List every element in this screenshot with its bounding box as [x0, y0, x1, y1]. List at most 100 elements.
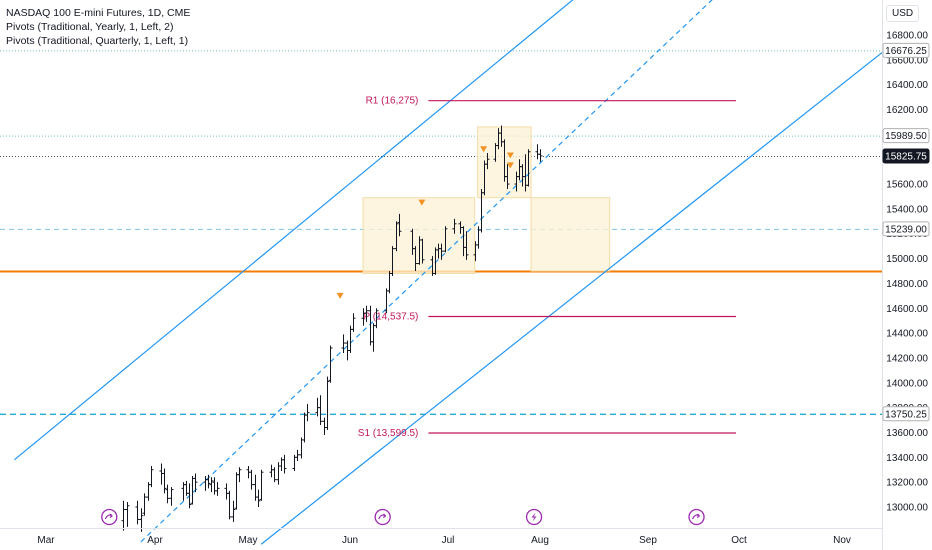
legend-symbol[interactable]: NASDAQ 100 E-mini Futures, 1D, CME	[6, 7, 191, 19]
ohlc-bar	[485, 153, 490, 170]
x-tick-label: Sep	[639, 535, 657, 546]
ohlc-bar	[209, 477, 214, 493]
x-tick-label: Aug	[531, 535, 549, 546]
ohlc-bar	[256, 489, 261, 507]
ohlc-bar	[464, 231, 469, 260]
currency-button[interactable]: USD	[886, 5, 920, 22]
dividend-event-icon[interactable]	[525, 508, 543, 526]
y-tick-label: 15600.00	[886, 180, 928, 191]
split-event-icon[interactable]	[688, 508, 705, 526]
ohlc-bar	[374, 308, 379, 329]
y-tick-label: 15000.00	[886, 254, 928, 265]
x-tick-label: Apr	[147, 535, 163, 546]
ohlc-bar	[420, 238, 425, 264]
x-tick-label: May	[239, 535, 258, 546]
ohlc-bar	[443, 226, 448, 253]
pivot-label: P (14,537.5)	[364, 312, 419, 323]
ohlc-bar	[227, 490, 232, 520]
ohlc-bar	[325, 376, 330, 430]
ohlc-bar	[413, 246, 418, 271]
ohlc-bar	[206, 474, 211, 489]
ohlc-bar	[322, 417, 327, 435]
price-tag-label: 15825.75	[885, 152, 927, 163]
price-tag: 15989.50	[882, 128, 930, 144]
ohlc-bar	[193, 473, 198, 493]
price-tag-box	[882, 128, 930, 144]
ohlc-bar	[224, 483, 229, 500]
y-tick-label: 13200.00	[886, 478, 928, 489]
y-tick-label: 15400.00	[886, 204, 928, 215]
ohlc-bar	[259, 469, 264, 501]
price-tag-label: 13750.25	[885, 409, 927, 420]
y-tick-label: 14600.00	[886, 304, 928, 315]
price-tag-box	[882, 221, 930, 237]
split-event-icon[interactable]	[101, 508, 118, 526]
ohlc-bar	[162, 468, 167, 494]
event-glyph	[378, 513, 387, 520]
time-axis[interactable]: Mar Apr May Jun Jul Aug Sep Oct Nov	[37, 535, 851, 546]
trend-channel[interactable]	[13, 0, 889, 545]
ohlc-bar	[439, 243, 444, 260]
y-tick-label: 14200.00	[886, 353, 928, 364]
ohlc-bar	[187, 483, 192, 509]
ohlc-bar	[315, 397, 320, 417]
channel-lower-line	[260, 46, 889, 545]
ohlc-bar	[142, 493, 147, 516]
price-tag: 13750.25	[882, 406, 930, 422]
ohlc-bar	[505, 164, 510, 190]
ohlc-bar	[328, 345, 333, 383]
y-tick-label: 13400.00	[886, 453, 928, 464]
down-triangle-marker	[480, 146, 488, 153]
x-tick-label: Oct	[731, 535, 747, 546]
ohlc-bar	[169, 487, 174, 506]
legend-pivots-quarterly[interactable]: Pivots (Traditional, Quarterly, 1, Left,…	[6, 35, 189, 47]
x-tick-label: Nov	[833, 535, 851, 546]
price-tag-box	[882, 42, 930, 58]
y-tick-label: 16200.00	[886, 105, 928, 116]
ohlc-bar	[135, 500, 140, 525]
x-tick-label: Jul	[442, 535, 455, 546]
ohlc-bar	[371, 323, 376, 352]
ohlc-bar	[159, 463, 164, 485]
ohlc-bar	[282, 454, 287, 474]
ohlc-bar	[249, 469, 254, 490]
price-tag: 16676.25	[882, 42, 930, 58]
price-tag-box	[882, 148, 930, 164]
ohlc-bar	[387, 271, 392, 294]
price-tag-label: 15239.00	[885, 224, 927, 235]
y-tick-label: 16800.00	[886, 31, 928, 42]
pivot-label: R1 (16,275)	[366, 96, 419, 107]
ohlc-bar	[351, 313, 356, 332]
ohlc-bar	[526, 149, 531, 187]
event-glyph	[691, 513, 700, 520]
event-circle	[101, 508, 118, 526]
pivot-lines: R1 (16,275) P (14,537.5) S1 (13,599.5)	[358, 96, 736, 439]
legend-pivots-yearly[interactable]: Pivots (Traditional, Yearly, 1, Left, 2)	[6, 21, 174, 33]
ohlc-bar	[237, 467, 242, 483]
ohlc-bar	[125, 502, 130, 527]
ohlc-bar	[165, 484, 170, 504]
price-tag: 15239.00	[882, 221, 930, 237]
ohlc-bar	[452, 218, 457, 234]
event-icons[interactable]	[101, 508, 705, 526]
price-tag-label: 16676.25	[885, 46, 927, 57]
highlight-box	[362, 197, 476, 274]
ohlc-bar	[203, 475, 208, 491]
ohlc-bar	[535, 144, 540, 160]
y-tick-label: 14000.00	[886, 378, 928, 389]
triangle-markers	[336, 146, 514, 299]
channel-middle-line	[140, 0, 713, 543]
x-tick-label: Jun	[342, 535, 358, 546]
ohlc-bar	[341, 334, 346, 353]
y-tick-label: 14800.00	[886, 279, 928, 290]
ohlc-bar	[397, 213, 402, 237]
split-event-icon[interactable]	[374, 508, 391, 526]
y-tick-label: 14400.00	[886, 329, 928, 340]
ohlc-bar	[139, 508, 144, 532]
down-triangle-marker	[418, 199, 426, 206]
ohlc-bar	[149, 466, 154, 488]
ohlc-bar	[318, 395, 323, 426]
y-tick-label: 16600.00	[886, 55, 928, 66]
